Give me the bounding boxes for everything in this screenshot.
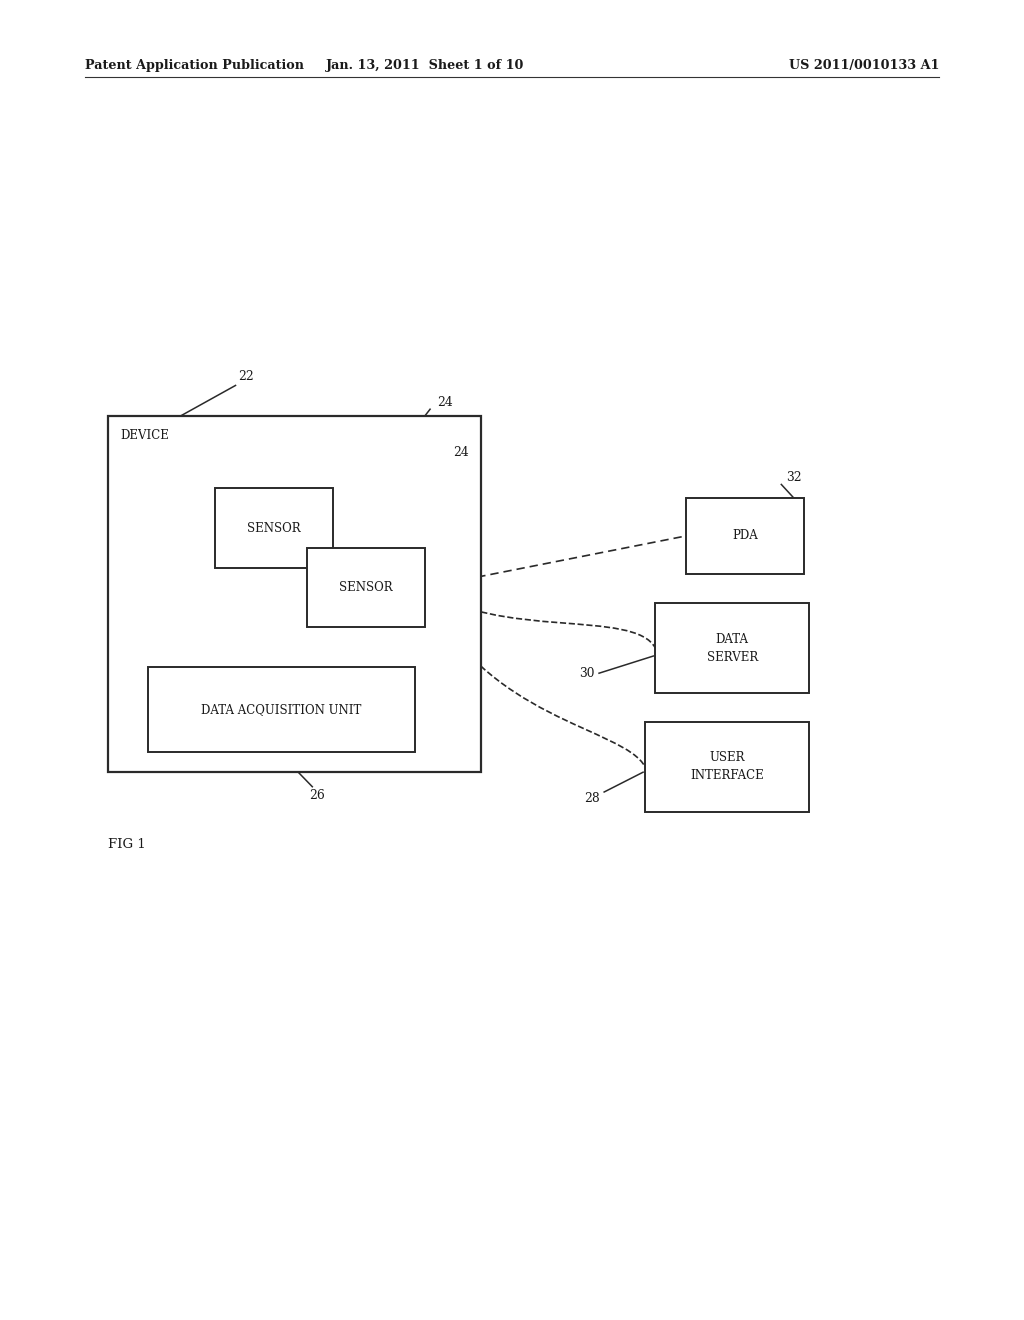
Text: US 2011/0010133 A1: US 2011/0010133 A1 [788, 59, 939, 73]
Bar [686, 498, 804, 574]
Text: USER
INTERFACE: USER INTERFACE [690, 751, 764, 783]
Bar [655, 603, 809, 693]
Bar [307, 548, 425, 627]
Text: Jan. 13, 2011  Sheet 1 of 10: Jan. 13, 2011 Sheet 1 of 10 [326, 59, 524, 73]
Bar [215, 488, 333, 568]
Text: DATA
SERVER: DATA SERVER [707, 632, 758, 664]
Text: 22: 22 [238, 370, 254, 383]
Text: 24: 24 [437, 396, 454, 409]
Bar [645, 722, 809, 812]
Bar [148, 667, 415, 752]
Text: PDA: PDA [732, 529, 758, 543]
Text: 24: 24 [453, 446, 469, 459]
Text: DEVICE: DEVICE [121, 429, 170, 442]
Text: SENSOR: SENSOR [247, 521, 301, 535]
Text: 28: 28 [584, 792, 600, 805]
Text: DATA ACQUISITION UNIT: DATA ACQUISITION UNIT [202, 704, 361, 715]
Bar [108, 416, 481, 772]
Text: 30: 30 [579, 667, 595, 680]
Text: SENSOR: SENSOR [339, 581, 393, 594]
Text: FIG 1: FIG 1 [108, 838, 145, 851]
Text: 32: 32 [785, 471, 802, 484]
Text: Patent Application Publication: Patent Application Publication [85, 59, 304, 73]
Text: 26: 26 [309, 789, 326, 803]
